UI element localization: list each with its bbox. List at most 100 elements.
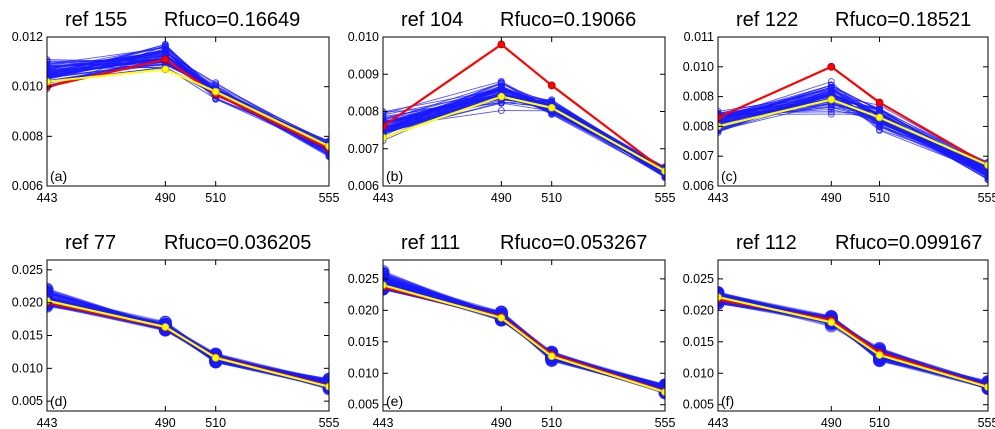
- reference-spectrum-line: [383, 88, 665, 170]
- yellow-series: [383, 281, 665, 397]
- x-tick-label: 490: [821, 191, 842, 205]
- panel-rfuco-label: Rfuco=0.036205: [164, 232, 311, 254]
- yellow-series-line: [383, 284, 665, 394]
- panel-rfuco-label: Rfuco=0.19066: [500, 9, 636, 31]
- reference-spectrum-point: [718, 127, 722, 135]
- reference-spectrum-point: [325, 137, 329, 145]
- reference-spectrum-point: [718, 107, 722, 115]
- plot-area: [383, 265, 665, 400]
- panel-letter: (c): [721, 168, 737, 184]
- yellow-series: [47, 296, 329, 391]
- yellow-series-point: [875, 113, 884, 122]
- yellow-series-line: [718, 296, 988, 389]
- reference-spectrum-line: [718, 113, 988, 172]
- reference-spectrum-line: [718, 88, 988, 178]
- x-tick-label: 443: [708, 416, 729, 429]
- red-series-point: [827, 62, 836, 71]
- reference-spectrum-point: [383, 115, 387, 123]
- reference-spectra-bundle: [718, 286, 988, 396]
- chart-panel-6: ref 112 Rfuco=0.099167 0.005 0.010 0.015 0.02…: [683, 232, 995, 429]
- x-tick-label: 555: [978, 191, 995, 205]
- reference-spectrum-point: [383, 113, 387, 121]
- yellow-series-point: [325, 382, 329, 391]
- x-tick-label: 443: [37, 191, 58, 205]
- plot-frame: [382, 259, 666, 412]
- panel-ref-label: ref 111: [401, 232, 460, 254]
- x-tick-label: 443: [708, 191, 729, 205]
- plot-frame: [46, 36, 330, 187]
- chart-panel-5: ref 111 Rfuco=0.053267 0.005 0.010 0.015 0.02…: [348, 232, 676, 429]
- yellow-series-point: [984, 161, 988, 170]
- reference-spectrum-point: [47, 60, 51, 68]
- plot-frame: [717, 259, 989, 412]
- reference-spectrum-point: [47, 58, 51, 66]
- red-series-point: [718, 113, 722, 122]
- reference-spectrum-point: [383, 118, 387, 126]
- reference-spectrum-point: [161, 44, 169, 52]
- yellow-series-point: [325, 142, 329, 151]
- reference-spectrum-point: [718, 116, 722, 124]
- x-tick-label: 555: [655, 416, 676, 429]
- reference-spectrum-line: [383, 93, 665, 176]
- panel-rfuco-label: Rfuco=0.099167: [835, 232, 982, 254]
- plot-frame: [46, 259, 330, 412]
- yellow-series-line: [718, 98, 988, 167]
- yellow-series-point: [547, 103, 556, 112]
- panel-letter: (f): [721, 393, 734, 409]
- reference-spectrum-point: [497, 83, 505, 91]
- reference-spectrum-point: [47, 63, 51, 71]
- x-tick-label: 490: [155, 416, 176, 429]
- yellow-series-line: [47, 68, 329, 148]
- x-tick-label: 443: [37, 416, 58, 429]
- reference-spectrum-point: [325, 153, 329, 161]
- reference-spectrum-line: [718, 84, 988, 170]
- reference-spectrum-point: [718, 110, 722, 118]
- plot-area: [718, 62, 988, 184]
- yellow-series: [383, 92, 665, 175]
- reference-spectrum-point: [984, 173, 988, 181]
- yellow-series-point: [497, 313, 506, 322]
- panel-ref-label: ref 155: [65, 9, 127, 31]
- yellow-series-point: [383, 281, 387, 290]
- red-series: [383, 40, 665, 175]
- x-tick-label: 490: [821, 416, 842, 429]
- y-tick-label: 0.007: [683, 149, 714, 163]
- y-tick-label: 0.006: [348, 179, 379, 193]
- reference-spectrum-point: [383, 137, 387, 145]
- yellow-series-point: [497, 92, 506, 101]
- reference-spectrum-point: [47, 282, 54, 296]
- reference-spectra-bundle: [718, 78, 988, 184]
- y-tick-label: 0.008: [683, 90, 714, 104]
- y-tick-label: 0.006: [12, 179, 43, 193]
- red-series-line: [718, 298, 988, 388]
- panel-rfuco-label: Rfuco=0.16649: [164, 9, 300, 31]
- reference-spectrum-line: [383, 86, 665, 176]
- x-tick-label: 555: [978, 416, 995, 429]
- x-tick-label: 490: [491, 416, 512, 429]
- reference-spectrum-point: [383, 128, 387, 136]
- y-tick-label: 0.010: [12, 80, 43, 94]
- y-tick-label: 0.015: [12, 329, 43, 343]
- yellow-series-point: [383, 133, 387, 142]
- y-tick-label: 0.010: [348, 30, 379, 44]
- y-tick-label: 0.005: [12, 394, 43, 408]
- reference-spectrum-point: [497, 107, 505, 114]
- reference-spectrum-line: [718, 92, 988, 172]
- yellow-series: [718, 293, 988, 391]
- y-tick-label: 0.025: [348, 272, 379, 286]
- x-tick-label: 555: [319, 416, 340, 429]
- red-series-point: [383, 122, 387, 131]
- reference-spectrum-point: [47, 74, 51, 82]
- y-tick-label: 0.010: [12, 361, 43, 375]
- y-tick-label: 0.006: [683, 179, 714, 193]
- reference-spectrum-point: [827, 78, 835, 86]
- y-tick-label: 0.009: [348, 67, 379, 81]
- x-tick-label: 510: [205, 416, 226, 429]
- reference-spectra-bundle: [47, 40, 329, 161]
- yellow-series: [47, 65, 329, 151]
- y-tick-label: 0.008: [348, 105, 379, 119]
- chart-panel-1: ref 155 Rfuco=0.16649 0.006 0.008 0.010 0.012…: [12, 9, 340, 205]
- yellow-series-point: [661, 388, 665, 397]
- plot-area: [47, 40, 329, 161]
